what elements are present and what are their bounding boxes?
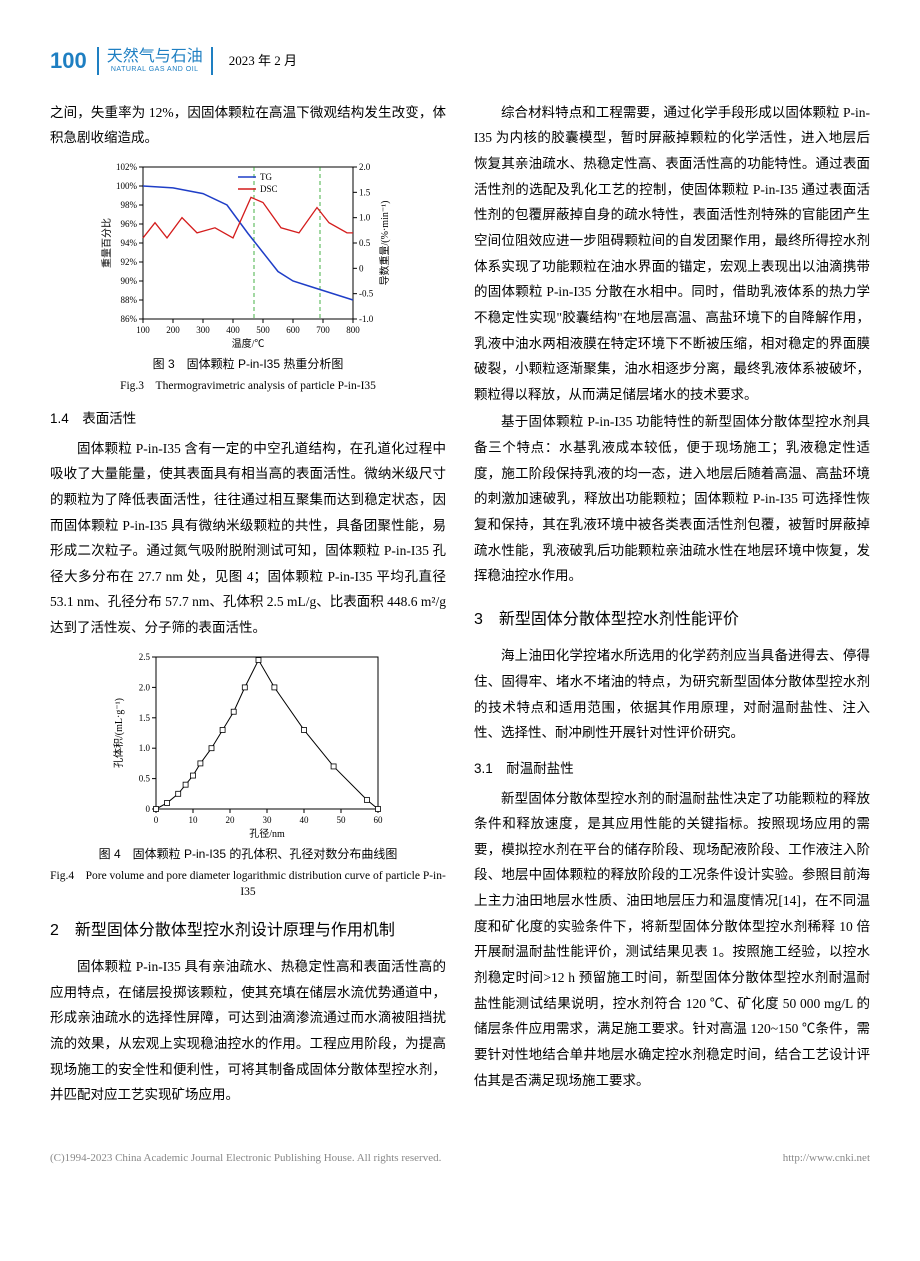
- svg-text:300: 300: [196, 325, 210, 335]
- svg-text:1.0: 1.0: [359, 213, 371, 223]
- svg-text:TG: TG: [260, 172, 272, 182]
- svg-text:86%: 86%: [121, 314, 138, 324]
- fig4-caption-zh: 图 4 固体颗粒 P-in-I35 的孔体积、孔径对数分布曲线图: [50, 843, 446, 866]
- svg-text:100: 100: [136, 325, 150, 335]
- svg-text:0: 0: [359, 263, 364, 273]
- svg-text:温度/℃: 温度/℃: [232, 337, 265, 349]
- svg-text:92%: 92%: [121, 257, 138, 267]
- svg-text:1.5: 1.5: [359, 187, 371, 197]
- svg-text:100%: 100%: [116, 181, 138, 191]
- issue-date: 2023 年 2 月: [229, 49, 297, 74]
- svg-text:2.0: 2.0: [359, 162, 371, 172]
- svg-text:500: 500: [256, 325, 270, 335]
- footer-url: http://www.cnki.net: [783, 1148, 870, 1169]
- section-3-1-title: 3.1 耐温耐盐性: [474, 756, 870, 782]
- section-3-title: 3 新型固体分散体型控水剂性能评价: [474, 605, 870, 635]
- section-3-1-p1: 新型固体分散体型控水剂的耐温耐盐性决定了功能颗粒的释放条件和释放速度，是其应用性…: [474, 786, 870, 1094]
- fig4-caption-en: Fig.4 Pore volume and pore diameter loga…: [50, 868, 446, 900]
- right-col-p2: 基于固体颗粒 P-in-I35 功能特性的新型固体分散体型控水剂具备三个特点：水…: [474, 409, 870, 588]
- svg-text:50: 50: [337, 815, 347, 825]
- section-1-4-title: 1.4 表面活性: [50, 406, 446, 432]
- svg-text:DSC: DSC: [260, 184, 278, 194]
- footer-copyright: (C)1994-2023 China Academic Journal Elec…: [50, 1148, 441, 1169]
- section-3-p1: 海上油田化学控堵水所选用的化学药剂应当具备进得去、停得住、固得牢、堵水不堵油的特…: [474, 643, 870, 746]
- svg-text:96%: 96%: [121, 219, 138, 229]
- svg-text:200: 200: [166, 325, 180, 335]
- svg-text:88%: 88%: [121, 295, 138, 305]
- intro-para: 之间，失重率为 12%，因固体颗粒在高温下微观结构发生改变，体积急剧收缩造成。: [50, 100, 446, 151]
- page-footer: (C)1994-2023 China Academic Journal Elec…: [50, 1148, 870, 1169]
- svg-text:90%: 90%: [121, 276, 138, 286]
- svg-text:1.0: 1.0: [139, 743, 151, 753]
- svg-text:40: 40: [300, 815, 310, 825]
- fig3-chart: 100 200 300 400 500 600 700 800 86% 88% 90% 92% 94% 9…: [98, 159, 398, 349]
- svg-text:600: 600: [286, 325, 300, 335]
- svg-text:孔体积/(mL·g⁻¹): 孔体积/(mL·g⁻¹): [113, 698, 125, 768]
- svg-text:60: 60: [374, 815, 384, 825]
- svg-text:20: 20: [226, 815, 236, 825]
- section-2-title: 2 新型固体分散体型控水剂设计原理与作用机制: [50, 916, 446, 946]
- page-header: 100 天然气与石油 NATURAL GAS AND OIL 2023 年 2 …: [50, 40, 870, 82]
- svg-text:导数重量/(%·min⁻¹): 导数重量/(%·min⁻¹): [378, 201, 391, 286]
- figure-4: 0 10 20 30 40 50 60 0 0.5 1.0 1.5 2.0 2.5 孔径/nm 孔体积/(m…: [50, 649, 446, 900]
- svg-text:2.0: 2.0: [139, 682, 151, 692]
- journal-title-block: 天然气与石油 NATURAL GAS AND OIL: [97, 47, 213, 75]
- svg-text:1.5: 1.5: [139, 713, 151, 723]
- fig3-caption-zh: 图 3 固体颗粒 P-in-I35 热重分析图: [50, 353, 446, 376]
- fig3-caption-en: Fig.3 Thermogravimetric analysis of part…: [50, 378, 446, 394]
- svg-text:2.5: 2.5: [139, 652, 151, 662]
- section-1-4-p1: 固体颗粒 P-in-I35 含有一定的中空孔道结构，在孔道化过程中吸收了大量能量…: [50, 436, 446, 641]
- svg-text:0: 0: [146, 804, 151, 814]
- svg-text:400: 400: [226, 325, 240, 335]
- svg-text:-0.5: -0.5: [359, 289, 374, 299]
- svg-text:800: 800: [346, 325, 360, 335]
- svg-text:700: 700: [316, 325, 330, 335]
- svg-text:孔径/nm: 孔径/nm: [249, 827, 285, 839]
- journal-title-en: NATURAL GAS AND OIL: [107, 66, 203, 74]
- svg-text:重量百分比: 重量百分比: [100, 218, 113, 268]
- fig4-chart: 0 10 20 30 40 50 60 0 0.5 1.0 1.5 2.0 2.5 孔径/nm 孔体积/(m…: [108, 649, 388, 839]
- right-col-p1: 综合材料特点和工程需要，通过化学手段形成以固体颗粒 P-in-I35 为内核的胶…: [474, 100, 870, 408]
- svg-text:102%: 102%: [116, 162, 138, 172]
- svg-text:0.5: 0.5: [139, 773, 151, 783]
- svg-text:0: 0: [154, 815, 159, 825]
- svg-text:98%: 98%: [121, 200, 138, 210]
- journal-title-zh: 天然气与石油: [107, 47, 203, 66]
- svg-text:0.5: 0.5: [359, 238, 371, 248]
- svg-text:94%: 94%: [121, 238, 138, 248]
- page-number: 100: [50, 40, 87, 82]
- section-2-p1: 固体颗粒 P-in-I35 具有亲油疏水、热稳定性高和表面活性高的应用特点，在储…: [50, 954, 446, 1108]
- svg-text:-1.0: -1.0: [359, 314, 374, 324]
- body-columns: 之间，失重率为 12%，因固体颗粒在高温下微观结构发生改变，体积急剧收缩造成。 …: [50, 100, 870, 1108]
- svg-text:10: 10: [189, 815, 199, 825]
- svg-text:30: 30: [263, 815, 273, 825]
- figure-3: 100 200 300 400 500 600 700 800 86% 88% 90% 92% 94% 9…: [50, 159, 446, 394]
